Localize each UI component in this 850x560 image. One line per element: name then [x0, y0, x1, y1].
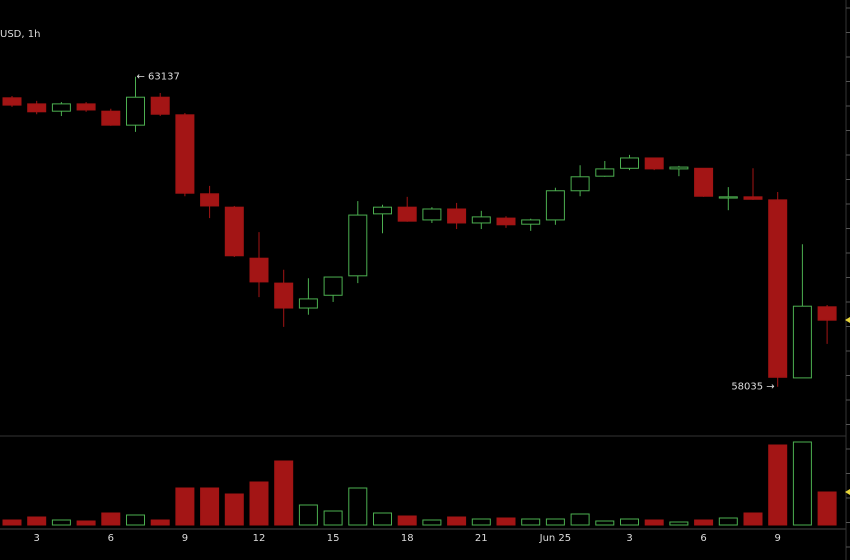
candle-body: [644, 157, 664, 170]
candle-body: [200, 193, 220, 207]
volume-bar: [274, 460, 294, 526]
x-tick-label: 9: [182, 533, 188, 544]
x-tick-label: 6: [700, 533, 706, 544]
volume-bar: [249, 481, 269, 526]
volume-bar: [792, 441, 812, 526]
candle-body: [175, 114, 195, 194]
volume-bar: [348, 487, 368, 526]
volume-bar: [743, 512, 763, 526]
x-tick-label: 21: [475, 533, 488, 544]
candle-body: [422, 208, 442, 221]
volume-bar: [496, 517, 516, 526]
candle-body: [496, 217, 516, 226]
volume-bar: [2, 519, 22, 526]
price-marker: [845, 317, 850, 323]
candle-body: [298, 298, 318, 309]
candle-body: [620, 157, 639, 169]
volume-bar: [150, 519, 170, 526]
volume-bar: [768, 444, 788, 526]
volume-bar: [521, 518, 541, 526]
candle-body: [817, 306, 837, 321]
x-tick-label: 9: [775, 533, 781, 544]
candle-body: [595, 168, 615, 177]
candle-body: [397, 206, 417, 222]
volume-marker: [845, 489, 850, 495]
volume-bar: [570, 513, 590, 526]
candle-body: [521, 219, 541, 225]
candle-body: [373, 206, 392, 215]
candle-body: [51, 103, 71, 112]
volume-bar: [323, 510, 343, 526]
low-annotation: 58035 →: [731, 382, 774, 393]
x-tick-label: 6: [108, 533, 114, 544]
candle-body: [150, 96, 170, 115]
volume-bar: [51, 519, 71, 526]
volume-bar: [718, 517, 738, 526]
volume-bar: [471, 518, 491, 526]
candle-body: [27, 103, 47, 113]
candle-body: [348, 214, 368, 277]
volume-bar: [373, 512, 392, 526]
volume-bar: [397, 515, 417, 526]
x-tick-label: 3: [626, 533, 632, 544]
candle-body: [76, 103, 96, 111]
volume-bar: [447, 516, 467, 526]
chart-title: USD, 1h: [0, 29, 40, 40]
candle-body: [249, 257, 269, 283]
candle-body: [2, 97, 22, 106]
candle-body: [768, 199, 788, 378]
candle-body: [792, 305, 812, 379]
volume-bar: [101, 512, 121, 526]
volume-bar: [620, 518, 639, 526]
candle-body: [224, 206, 244, 257]
volume-bar: [126, 514, 145, 526]
candle-body: [274, 282, 294, 309]
volume-bar: [224, 493, 244, 526]
x-tick-label: Jun 25: [539, 533, 572, 544]
candle-body: [101, 110, 121, 126]
volume-bar: [545, 518, 565, 526]
volume-bar: [27, 516, 47, 526]
candle-body: [669, 166, 689, 170]
volume-bar: [298, 504, 318, 526]
candle-body: [447, 208, 467, 224]
volume-bar: [422, 519, 442, 526]
volume-bar: [175, 487, 195, 526]
candle-body: [471, 216, 491, 224]
volume-bar: [644, 519, 664, 526]
candle-body: [323, 276, 343, 296]
candle-body: [126, 96, 145, 126]
x-tick-label: 15: [327, 533, 340, 544]
x-tick-label: 12: [253, 533, 266, 544]
candle-body: [718, 196, 738, 199]
volume-bar: [817, 491, 837, 526]
x-tick-label: 3: [34, 533, 40, 544]
volume-bar: [200, 487, 220, 526]
volume-bar: [694, 519, 714, 526]
volume-bar: [76, 520, 96, 526]
candle-body: [570, 176, 590, 192]
x-tick-label: 18: [401, 533, 414, 544]
candle-body: [743, 196, 763, 200]
volume-bar: [669, 521, 689, 526]
candle-body: [545, 190, 565, 221]
high-annotation: ← 63137: [137, 72, 180, 83]
volume-bar: [595, 520, 615, 526]
candle-body: [694, 167, 714, 197]
